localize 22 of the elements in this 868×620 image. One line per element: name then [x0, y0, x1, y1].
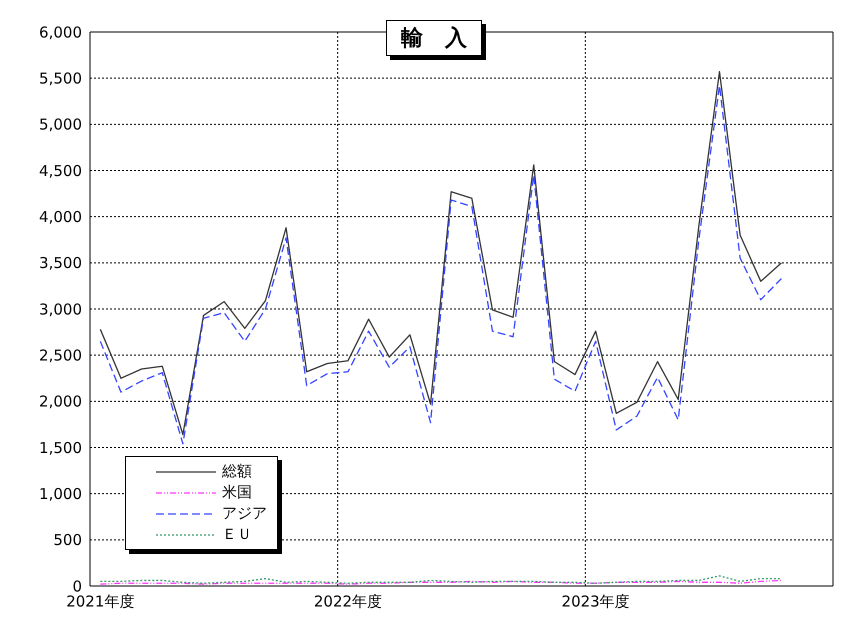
y-tick-label: 2,500 [39, 346, 82, 364]
x-tick-label: 2022年度 [314, 592, 382, 611]
legend-label: 総額 [222, 462, 252, 481]
y-tick-label: 4,000 [39, 208, 82, 226]
y-tick-label: 0 [72, 577, 82, 596]
legend-label: アジア [222, 504, 267, 523]
chart-title: 輸 入 [386, 20, 482, 56]
y-tick-label: 2,000 [39, 392, 82, 411]
y-tick-label: 3,000 [39, 300, 82, 318]
y-tick-label: 500 [53, 531, 82, 550]
legend-label: ＥＵ [222, 525, 252, 544]
y-tick-label: 3,500 [39, 254, 82, 272]
y-tick-label: 1,000 [39, 484, 82, 503]
x-tick-label: 2023年度 [562, 592, 630, 611]
y-tick-label: 4,500 [39, 162, 82, 180]
y-tick-label: 5,000 [39, 116, 82, 134]
line-series [100, 575, 782, 584]
y-tick-label: 6,000 [39, 23, 82, 42]
y-tick-label: 5,500 [39, 69, 82, 88]
legend-label: 米国 [222, 483, 252, 502]
x-tick-label: 2021年度 [66, 592, 134, 611]
y-tick-label: 1,500 [39, 438, 82, 457]
